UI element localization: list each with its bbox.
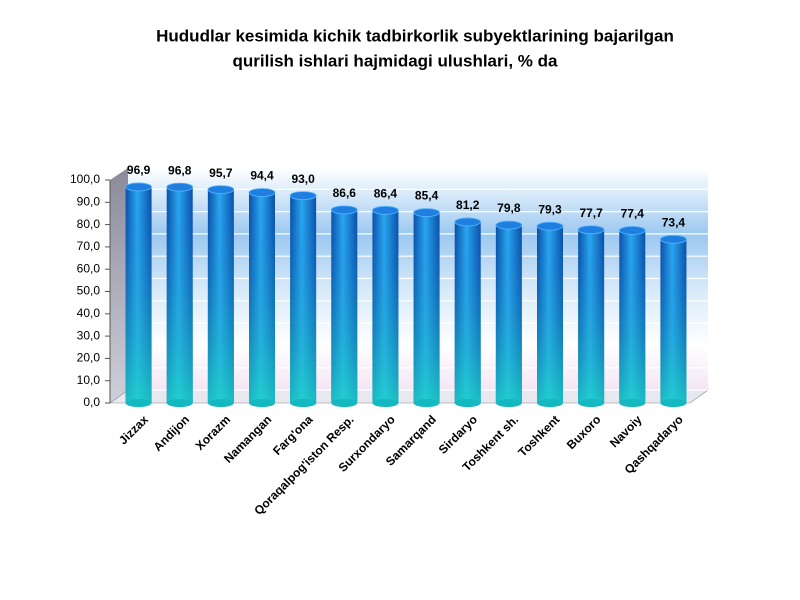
y-tick-label: 10,0 xyxy=(77,373,101,387)
value-label: 79,3 xyxy=(538,202,562,216)
bar-top xyxy=(207,185,235,194)
value-label: 94,4 xyxy=(250,169,274,183)
value-label: 79,8 xyxy=(497,201,521,215)
x-tick-label: Buxoro xyxy=(564,412,604,452)
bar-top xyxy=(536,221,564,231)
bar-bottom xyxy=(290,399,317,407)
value-label: 77,4 xyxy=(621,207,645,221)
y-tick-label: 20,0 xyxy=(77,351,101,365)
x-tick-label: Navoiy xyxy=(607,412,645,450)
y-tick-label: 80,0 xyxy=(77,217,101,231)
bar-bottom xyxy=(372,399,399,407)
floor xyxy=(109,389,709,404)
y-tick-label: 60,0 xyxy=(77,261,101,275)
bar-bottom xyxy=(331,399,358,407)
bar-bottom xyxy=(537,399,563,407)
value-label: 96,8 xyxy=(168,163,192,177)
bar-shade xyxy=(660,239,687,403)
bar-bottom xyxy=(249,399,275,407)
x-tick-label: Toshkent xyxy=(515,412,562,459)
bar-shade xyxy=(495,225,522,403)
y-tick-label: 70,0 xyxy=(77,239,101,253)
value-label: 86,6 xyxy=(333,186,357,200)
bar-shade xyxy=(249,192,275,403)
bar-shade xyxy=(290,195,317,403)
chart-title: Hududlar kesimida kichik tadbirkorlik su… xyxy=(156,26,674,45)
y-tick-label: 50,0 xyxy=(77,284,101,298)
bar-bottom xyxy=(619,399,646,407)
x-tick-label: Xorazm xyxy=(193,412,234,453)
bar-bottom xyxy=(578,399,605,407)
bar-top xyxy=(454,217,482,227)
bar-shade xyxy=(125,186,152,403)
bar-top xyxy=(618,225,646,235)
side-wall xyxy=(110,168,128,403)
value-label: 81,2 xyxy=(456,198,480,212)
y-tick-label: 90,0 xyxy=(77,194,101,208)
bar-bottom xyxy=(125,399,152,407)
bar-shade xyxy=(166,187,193,403)
bar-shade xyxy=(578,229,605,403)
bar-bottom xyxy=(207,399,234,407)
bar-shade xyxy=(537,226,563,403)
bar-top xyxy=(660,234,687,244)
x-tick-label: Jizzax xyxy=(116,412,151,447)
bar-bottom xyxy=(660,399,687,407)
y-tick-label: 0,0 xyxy=(83,395,100,409)
value-label: 86,4 xyxy=(374,186,398,200)
bar-top xyxy=(372,205,399,215)
bar-bottom xyxy=(166,399,193,407)
bar-bottom xyxy=(495,399,522,407)
bar-bottom xyxy=(413,399,440,407)
bar-shade xyxy=(207,189,234,403)
x-tick-label: Andijon xyxy=(151,412,192,453)
bar-shade xyxy=(619,230,646,403)
y-tick-label: 40,0 xyxy=(77,306,101,320)
value-label: 85,4 xyxy=(415,189,439,203)
bar-shade xyxy=(372,210,399,403)
bar-shade xyxy=(454,221,481,403)
bar-top xyxy=(289,191,317,201)
value-label: 95,7 xyxy=(209,166,233,180)
bar-top xyxy=(125,182,152,192)
bar-top xyxy=(413,208,440,217)
bar-top xyxy=(577,225,605,235)
bar-top xyxy=(495,220,523,230)
bar-top xyxy=(248,188,276,197)
bar-shade xyxy=(331,209,358,403)
y-tick-label: 30,0 xyxy=(77,328,101,342)
bar-top xyxy=(166,182,194,192)
value-label: 96,9 xyxy=(127,163,151,177)
bar-shade xyxy=(413,212,440,403)
bar-top xyxy=(330,205,358,215)
value-label: 93,0 xyxy=(291,172,315,186)
chart-title: qurilish ishlari hajmidagi ulushlari, % … xyxy=(233,51,559,70)
value-label: 73,4 xyxy=(662,215,686,229)
y-tick-label: 100,0 xyxy=(70,172,100,186)
value-label: 77,7 xyxy=(579,206,603,220)
bar-bottom xyxy=(454,399,481,407)
